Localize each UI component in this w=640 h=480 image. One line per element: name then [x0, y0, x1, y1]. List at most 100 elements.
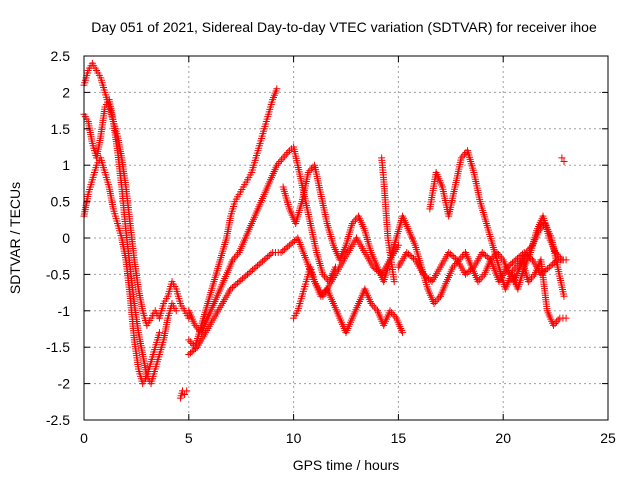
y-tick-label: -0.5 [46, 266, 70, 282]
data-point [289, 238, 297, 246]
data-point [487, 256, 495, 264]
data-point [235, 278, 243, 286]
data-point [457, 254, 465, 262]
data-point [425, 275, 433, 283]
data-point [242, 272, 250, 280]
y-tick-label: 0.5 [51, 194, 71, 210]
data-point [493, 249, 501, 257]
data-point [194, 325, 202, 333]
data-point [490, 252, 498, 260]
data-point [284, 148, 292, 156]
data-point [350, 218, 358, 226]
x-tick-label: 15 [391, 430, 407, 446]
data-point [232, 252, 240, 260]
data-point [558, 154, 566, 162]
chart-title: Day 051 of 2021, Sidereal Day-to-day VTE… [91, 19, 597, 35]
data-point [426, 276, 434, 284]
data-point [321, 272, 329, 280]
data-point [279, 247, 287, 255]
data-point [549, 260, 557, 268]
x-tick-label: 5 [185, 430, 193, 446]
data-point [449, 263, 457, 271]
data-point [450, 253, 458, 261]
data-point [498, 254, 506, 262]
data-point [507, 269, 515, 277]
data-point [230, 254, 238, 262]
x-tick-label: 25 [600, 430, 616, 446]
data-point [304, 168, 312, 176]
data-point [279, 154, 287, 162]
data-point [282, 150, 290, 158]
data-point [190, 346, 198, 354]
data-point [227, 285, 235, 293]
data-point [249, 266, 257, 274]
data-point [480, 250, 488, 258]
data-point [237, 276, 245, 284]
y-tick-label: -1.5 [46, 339, 70, 355]
data-point [155, 329, 163, 337]
data-point [430, 300, 438, 308]
data-point [181, 391, 189, 399]
data-point [191, 321, 199, 329]
data-point [252, 263, 260, 271]
data-point [285, 241, 293, 249]
data-point [240, 273, 248, 281]
data-point [245, 269, 253, 277]
data-point [535, 227, 543, 235]
data-point [262, 254, 270, 262]
data-point [525, 245, 533, 253]
data-point [228, 284, 236, 292]
data-point [247, 267, 255, 275]
data-point [192, 345, 200, 353]
data-point [259, 257, 267, 265]
data-point [432, 298, 440, 306]
data-point [558, 256, 566, 264]
data-point [482, 251, 490, 259]
y-tick-label: 2 [62, 84, 70, 100]
data-point [351, 216, 359, 224]
y-tick-label: 1 [62, 157, 70, 173]
data-point [282, 244, 290, 252]
data-point [320, 289, 328, 297]
data-point [255, 260, 263, 268]
data-point [238, 275, 246, 283]
data-point [524, 278, 532, 286]
data-point [494, 250, 502, 258]
data-point [409, 254, 417, 262]
data-point [260, 256, 268, 264]
data-point [510, 257, 518, 265]
data-point [423, 273, 431, 281]
data-point [233, 279, 241, 287]
data-point [250, 265, 258, 273]
data-point [399, 329, 407, 337]
data-point [318, 290, 326, 298]
data-point [186, 338, 194, 346]
data-point [273, 161, 281, 169]
data-point [307, 165, 315, 173]
data-point [186, 349, 194, 357]
data-point [445, 249, 453, 257]
data-point [562, 314, 570, 322]
data-point [522, 249, 530, 257]
data-point [257, 259, 265, 267]
data-point [290, 237, 298, 245]
data-point [448, 251, 456, 259]
data-point [229, 256, 237, 264]
x-axis-label: GPS time / hours [293, 457, 400, 473]
data-point [527, 243, 535, 251]
data-point [560, 292, 568, 300]
data-point [547, 262, 555, 270]
data-point [281, 152, 289, 160]
data-point [185, 350, 193, 358]
data-point [406, 251, 414, 259]
data-point [446, 250, 454, 258]
data-point [536, 225, 544, 233]
data-point [420, 270, 428, 278]
data-point [267, 250, 275, 258]
x-tick-label: 10 [286, 430, 302, 446]
data-point [461, 270, 469, 278]
data-point [560, 158, 568, 166]
data-point [542, 266, 550, 274]
